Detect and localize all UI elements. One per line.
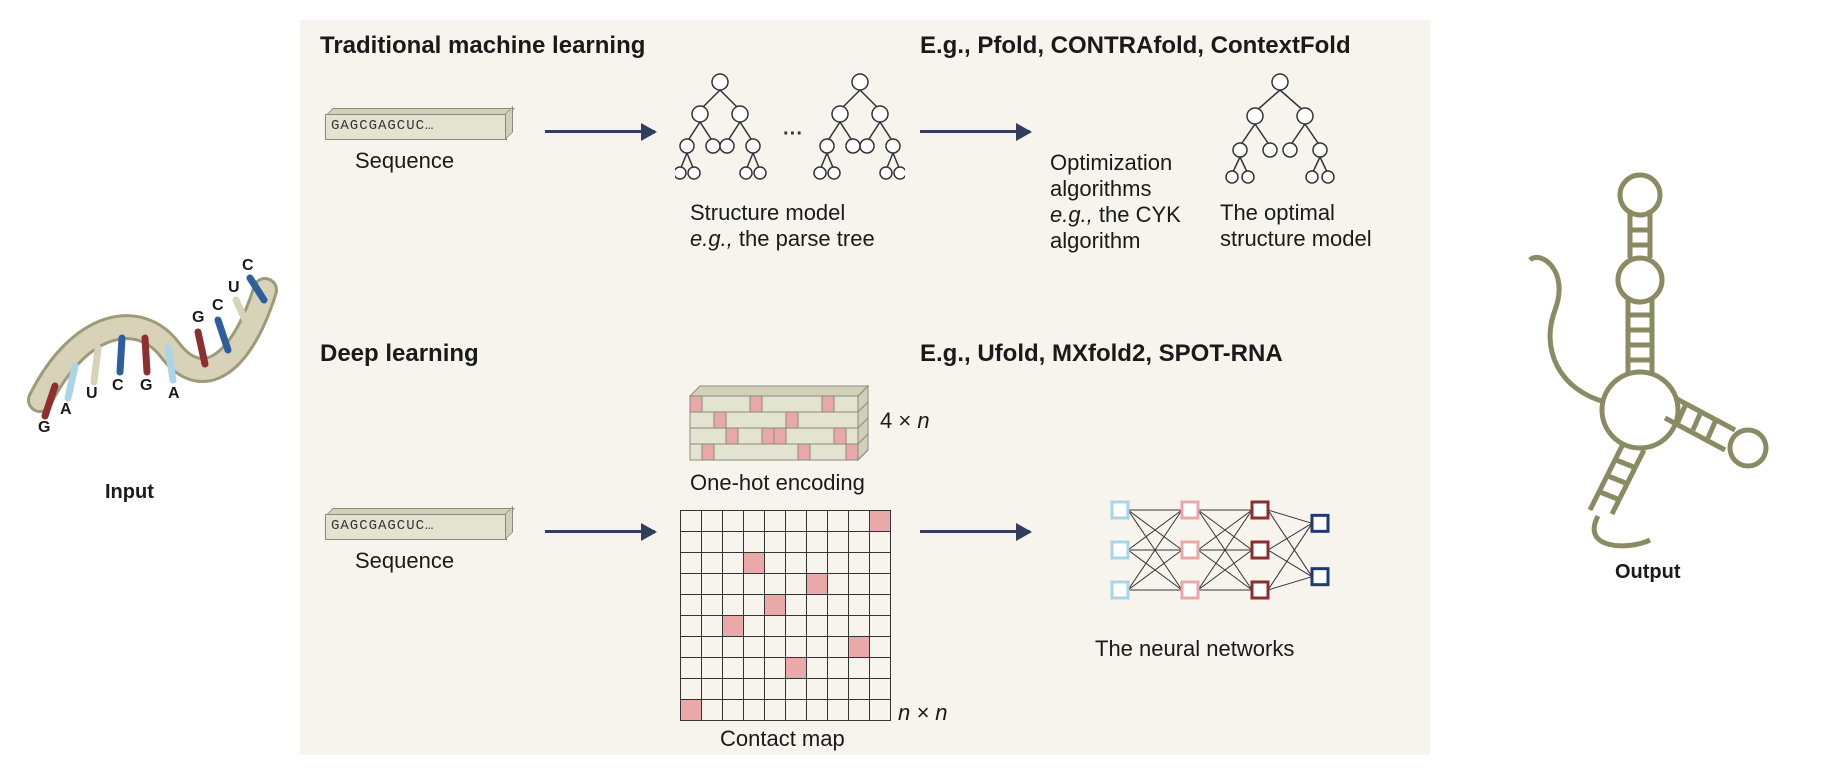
structure-model-l1: Structure model: [690, 200, 845, 226]
svg-text:C: C: [212, 297, 224, 314]
diagram-stage: G A U C G A G C U C Input: [0, 0, 1833, 775]
opt-l2: algorithms: [1050, 176, 1151, 202]
deep-title: Deep learning: [320, 340, 479, 369]
arrow-1: [545, 130, 655, 133]
nn-label: The neural networks: [1095, 636, 1294, 662]
input-rna-illustration: G A U C G A G C U C: [20, 200, 280, 460]
svg-text:···: ···: [783, 123, 803, 145]
sequence-box-2: GAGCGAGCUC…: [325, 508, 515, 538]
svg-text:G: G: [192, 309, 204, 326]
svg-text:A: A: [168, 385, 180, 402]
traditional-examples: E.g., Pfold, CONTRAfold, ContextFold: [920, 32, 1351, 61]
traditional-title: Traditional machine learning: [320, 32, 645, 61]
svg-text:C: C: [242, 257, 254, 274]
contact-label: Contact map: [720, 726, 845, 752]
svg-text:C: C: [112, 377, 124, 394]
output-label: Output: [1615, 560, 1681, 584]
sequence-label-2: Sequence: [355, 548, 454, 574]
opt-l4: algorithm: [1050, 228, 1140, 254]
onehot-dim: 4 × n: [880, 408, 930, 434]
opt-l1: Optimization: [1050, 150, 1172, 176]
sequence-label-1: Sequence: [355, 148, 454, 174]
onehot-label: One-hot encoding: [690, 470, 865, 496]
output-rna-structure: [1500, 150, 1800, 570]
opt-l3: e.g., the CYK: [1050, 202, 1181, 228]
contact-dim: n × n: [898, 700, 948, 726]
svg-text:U: U: [86, 385, 98, 402]
svg-text:U: U: [228, 279, 240, 296]
deep-examples: E.g., Ufold, MXfold2, SPOT-RNA: [920, 340, 1283, 369]
optimal-l2: structure model: [1220, 226, 1372, 252]
structure-model-l2: e.g., the parse tree: [690, 226, 875, 252]
sequence-text-1: GAGCGAGCUC…: [331, 118, 434, 134]
svg-text:G: G: [140, 377, 152, 394]
arrow-3: [545, 530, 655, 533]
arrow-4: [920, 530, 1030, 533]
sequence-box-1: GAGCGAGCUC…: [325, 108, 515, 138]
svg-text:A: A: [60, 401, 72, 418]
svg-text:G: G: [38, 419, 50, 436]
arrow-2: [920, 130, 1030, 133]
input-label: Input: [105, 480, 154, 504]
sequence-text-2: GAGCGAGCUC…: [331, 518, 434, 534]
contact-map: [680, 510, 891, 721]
optimal-l1: The optimal: [1220, 200, 1335, 226]
